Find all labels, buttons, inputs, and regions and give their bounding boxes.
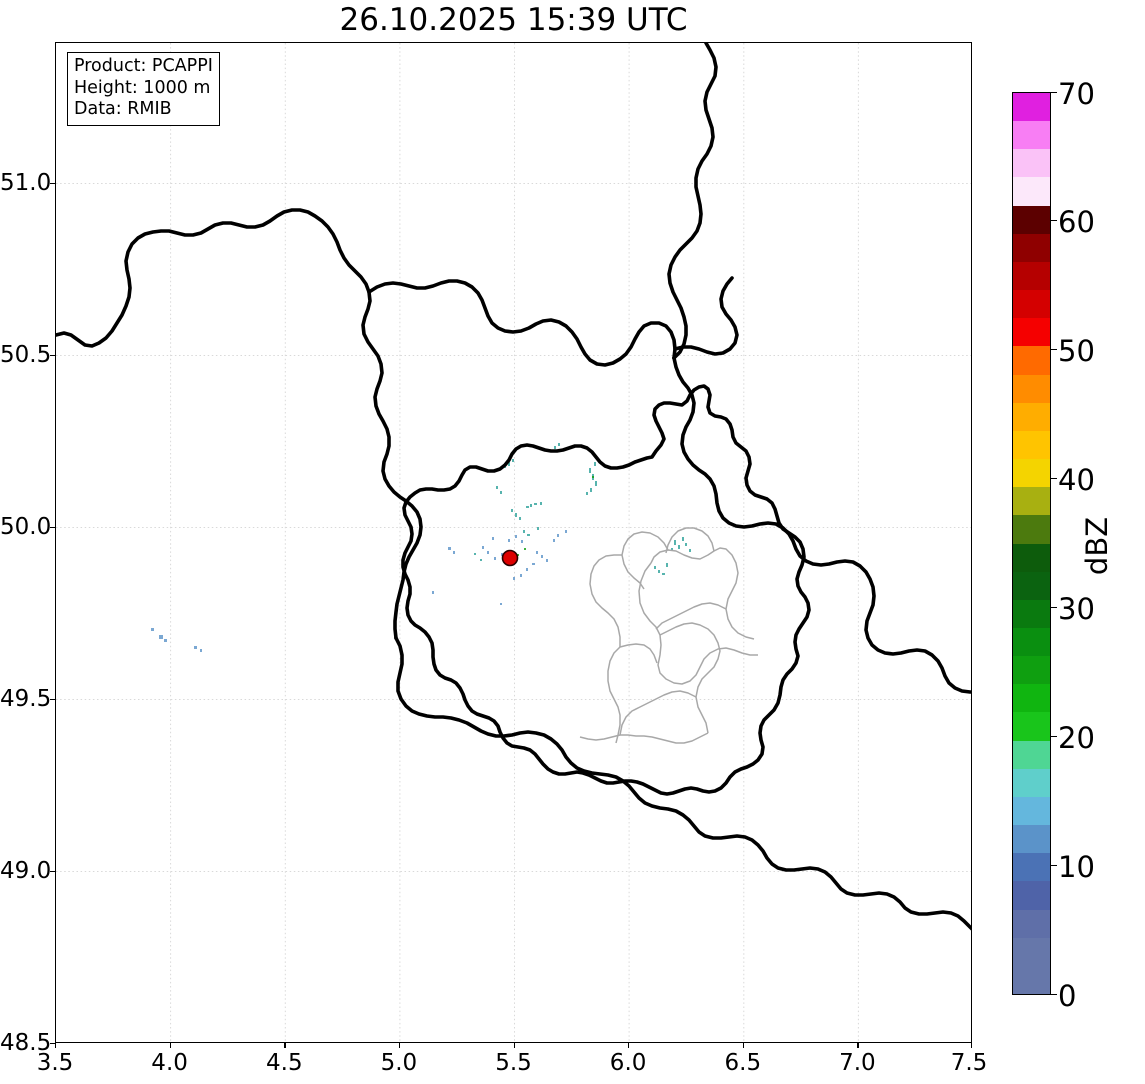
y-tick-mark	[50, 1042, 55, 1044]
colorbar-band	[1013, 121, 1050, 150]
info-box: Product: PCAPPI Height: 1000 m Data: RMI…	[67, 52, 220, 126]
page-title: 26.10.2025 15:39 UTC	[339, 2, 688, 38]
map-graphics	[56, 43, 971, 1042]
colorbar-band	[1013, 881, 1050, 910]
y-tick-label: 50.5	[0, 342, 52, 368]
y-tick-label: 49.5	[0, 686, 52, 712]
x-tick-mark	[169, 1043, 171, 1048]
x-tick-label: 4.0	[151, 1050, 188, 1076]
y-tick-mark	[50, 870, 55, 872]
colorbar-axis-label: dBZ	[1080, 516, 1114, 576]
colorbar-band	[1013, 374, 1050, 403]
colorbar-band	[1013, 318, 1050, 347]
x-tick-label: 5.5	[495, 1050, 532, 1076]
x-tick-mark	[857, 1043, 859, 1048]
x-tick-label: 7.0	[839, 1050, 876, 1076]
colorbar-tick-label: 0	[1058, 979, 1077, 1013]
y-tick-label: 49.0	[0, 858, 52, 884]
colorbar-band	[1013, 825, 1050, 854]
info-height-line: Height: 1000 m	[74, 77, 211, 98]
colorbar-band	[1013, 543, 1050, 572]
x-tick-label: 3.5	[36, 1050, 74, 1076]
y-tick-mark	[50, 354, 55, 356]
x-tick-label: 6.5	[724, 1050, 762, 1076]
colorbar-tick-label: 20	[1058, 721, 1095, 755]
colorbar-band	[1013, 402, 1050, 431]
colorbar-band	[1013, 909, 1050, 938]
colorbar-band	[1013, 768, 1050, 797]
x-tick-label: 4.5	[266, 1050, 303, 1076]
colorbar-band	[1013, 233, 1050, 262]
colorbar-tick-mark	[1051, 92, 1057, 94]
colorbar-band	[1013, 430, 1050, 460]
x-tick-mark	[398, 1043, 401, 1048]
colorbar-band	[1013, 487, 1050, 516]
colorbar-band	[1013, 290, 1050, 319]
colorbar-band	[1013, 149, 1050, 178]
y-tick-label: 48.5	[0, 1030, 52, 1056]
colorbar-band	[1013, 599, 1050, 628]
colorbar-tick-mark	[1051, 349, 1057, 351]
colorbar-band	[1013, 656, 1050, 685]
colorbar-band	[1013, 571, 1050, 600]
colorbar-tick-mark	[1051, 607, 1057, 609]
radar-echo-layer	[151, 443, 691, 652]
colorbar-band	[1013, 796, 1050, 826]
colorbar-band	[1013, 627, 1050, 657]
colorbar-tick-label: 40	[1058, 463, 1095, 497]
colorbar-band	[1013, 459, 1050, 488]
x-tick-label: 7.5	[950, 1050, 988, 1076]
x-tick-mark	[55, 1043, 57, 1048]
radar-site-marker[interactable]	[501, 549, 519, 567]
map-plot-area[interactable]: Product: PCAPPI Height: 1000 m Data: RMI…	[55, 42, 972, 1043]
x-tick-mark	[284, 1043, 286, 1048]
y-tick-mark	[50, 182, 55, 184]
colorbar-tick-label: 70	[1058, 77, 1095, 111]
colorbar-band	[1013, 740, 1050, 769]
gridlines	[56, 43, 971, 1042]
colorbar-band	[1013, 712, 1050, 741]
colorbar-tick-label: 10	[1058, 850, 1095, 884]
x-tick-mark	[971, 1043, 973, 1048]
x-tick-mark	[742, 1043, 745, 1048]
colorbar-band	[1013, 205, 1050, 234]
colorbar-tick-label: 30	[1058, 592, 1095, 626]
colorbar-band	[1013, 853, 1050, 882]
colorbar-tick-mark	[1051, 865, 1057, 867]
colorbar-tick-mark	[1051, 220, 1057, 222]
y-tick-mark	[50, 698, 55, 700]
colorbar-tick-mark	[1051, 478, 1057, 480]
colorbar-band	[1013, 261, 1050, 291]
colorbar-band	[1013, 937, 1050, 966]
country-borders	[56, 43, 971, 931]
colorbar-tick-mark	[1051, 736, 1057, 738]
x-tick-label: 5.0	[380, 1050, 418, 1076]
colorbar-band	[1013, 684, 1050, 713]
colorbar[interactable]	[1012, 92, 1051, 995]
info-product-line: Product: PCAPPI	[74, 56, 213, 76]
colorbar-tick-mark	[1051, 994, 1057, 996]
luxembourg-border	[401, 384, 811, 796]
colorbar-tick-label: 50	[1058, 334, 1095, 368]
x-tick-mark	[628, 1043, 630, 1048]
colorbar-band	[1013, 346, 1050, 375]
colorbar-tick-label: 60	[1058, 205, 1095, 239]
y-tick-mark	[50, 526, 55, 528]
y-tick-label: 50.0	[0, 514, 52, 540]
colorbar-band	[1013, 965, 1050, 994]
colorbar-band	[1013, 177, 1050, 206]
colorbar-band	[1013, 515, 1050, 544]
x-tick-label: 6.0	[609, 1050, 647, 1076]
subregion-boundaries	[579, 527, 758, 744]
colorbar-band	[1013, 93, 1050, 122]
x-tick-mark	[513, 1043, 515, 1048]
info-data-line: Data: RMIB	[74, 99, 172, 119]
y-tick-label: 51.0	[0, 170, 52, 196]
